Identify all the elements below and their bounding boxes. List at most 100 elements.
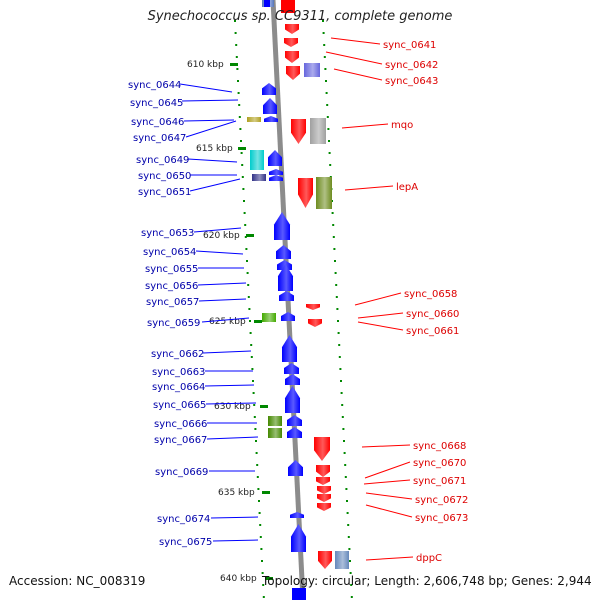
dot xyxy=(255,452,258,454)
kbp-tick-mark xyxy=(265,577,273,580)
dot xyxy=(259,536,262,538)
gene-leader-line xyxy=(364,461,411,479)
gene-arrow xyxy=(317,503,331,511)
dot xyxy=(323,56,326,58)
dot xyxy=(337,332,340,334)
dot xyxy=(250,344,253,346)
gene-arrow xyxy=(288,460,303,476)
dot xyxy=(259,524,262,526)
reverse-gene: sync_0662 xyxy=(151,335,297,362)
dot xyxy=(253,416,256,418)
reverse-gene: sync_0649 xyxy=(136,150,282,170)
gene-block xyxy=(262,313,276,322)
gene-arrow xyxy=(263,98,277,114)
gene-label: sync_0672 xyxy=(415,495,468,506)
gene-leader-line xyxy=(187,158,238,163)
gene-leader-line xyxy=(341,123,389,129)
dot xyxy=(260,548,263,550)
gene-label: sync_0655 xyxy=(145,264,198,275)
gene-label: sync_0646 xyxy=(131,117,184,128)
kbp-tick-label: 630 kbp xyxy=(214,402,251,412)
gene-label: sync_0661 xyxy=(406,326,459,337)
gene-arrow xyxy=(318,551,332,569)
forward-gene: sync_0673 xyxy=(317,503,468,524)
gene-arrow xyxy=(291,524,306,552)
forward-gene: sync_0670 xyxy=(316,458,466,479)
gene-arrow xyxy=(262,83,276,95)
dot xyxy=(246,272,249,274)
gene-leader-line xyxy=(197,282,247,286)
forward-gene: dppC xyxy=(318,551,442,569)
gene-arrow xyxy=(279,291,294,301)
gene-block xyxy=(247,117,261,122)
dot xyxy=(254,428,257,430)
gene-arrow xyxy=(290,512,304,518)
dot xyxy=(235,44,238,46)
gene-label: sync_0658 xyxy=(404,289,457,300)
dot xyxy=(235,56,238,58)
reverse-gene: sync_0664 xyxy=(152,374,300,393)
dot xyxy=(246,260,248,262)
gene-block xyxy=(310,118,326,144)
dot xyxy=(348,548,351,550)
gene-label: sync_0657 xyxy=(146,297,199,308)
dot xyxy=(331,212,334,214)
gene-label: sync_0654 xyxy=(143,247,196,258)
gene-arrow xyxy=(308,319,322,327)
gene-arrow xyxy=(291,119,306,144)
dot xyxy=(241,176,244,178)
reverse-gene: sync_0647 xyxy=(133,120,237,144)
dot xyxy=(248,308,251,310)
dot xyxy=(343,440,345,442)
gene-block xyxy=(268,428,282,438)
gene-arrow xyxy=(274,212,290,240)
dot xyxy=(334,272,337,274)
track-dots xyxy=(234,20,353,598)
dot xyxy=(350,596,353,598)
gene-arrow xyxy=(278,264,293,291)
reverse-gene: sync_0663 xyxy=(152,363,299,378)
dot xyxy=(342,428,345,430)
reverse-gene: sync_0650 xyxy=(138,169,283,182)
dot xyxy=(238,104,241,106)
dot xyxy=(333,248,336,250)
gene-arrow xyxy=(286,66,300,80)
dot xyxy=(258,500,260,502)
gene-arrow xyxy=(317,486,331,494)
dot xyxy=(257,488,260,490)
dot xyxy=(327,128,330,130)
gene-leader-line xyxy=(344,185,394,191)
gene-block xyxy=(335,551,349,569)
gene-label: sync_0641 xyxy=(383,40,436,51)
dot xyxy=(345,488,348,490)
dot xyxy=(256,464,259,466)
dot xyxy=(338,356,341,358)
gene-label: sync_0650 xyxy=(138,171,191,182)
gene-label: sync_0656 xyxy=(145,281,198,292)
dot xyxy=(349,560,351,562)
kbp-tick-label: 620 kbp xyxy=(203,231,240,241)
forward-gene: sync_0660 xyxy=(308,309,459,327)
kbp-tick-mark xyxy=(262,491,270,494)
gene-label: sync_0662 xyxy=(151,349,204,360)
map-title: Synechococcus sp. CC9311, complete genom… xyxy=(147,9,453,24)
gene-leader-line xyxy=(357,312,404,319)
gene-leader-line xyxy=(181,99,239,102)
gene-arrow xyxy=(317,494,331,502)
gene-leader-line xyxy=(193,227,242,233)
dot xyxy=(337,320,339,322)
gene-leader-line xyxy=(206,436,259,440)
feature-block xyxy=(292,588,306,600)
gene-leader-line xyxy=(189,178,241,192)
gene-arrow xyxy=(298,178,313,208)
dot xyxy=(349,572,352,574)
forward-gene: sync_0643 xyxy=(286,63,438,87)
gene-leader-line xyxy=(198,298,247,302)
forward-gene: lepA xyxy=(298,177,418,209)
dot xyxy=(339,368,342,370)
gene-label: sync_0666 xyxy=(154,419,207,430)
dot xyxy=(344,464,347,466)
dot xyxy=(325,80,327,82)
